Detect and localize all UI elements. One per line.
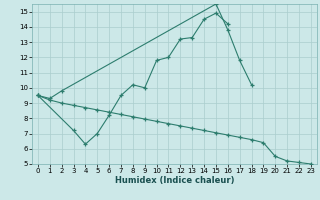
X-axis label: Humidex (Indice chaleur): Humidex (Indice chaleur)	[115, 176, 234, 185]
